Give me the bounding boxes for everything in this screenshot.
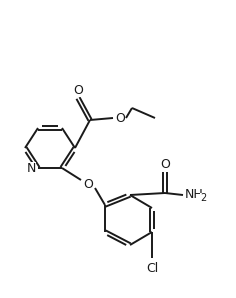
Text: O: O xyxy=(115,113,125,125)
Text: O: O xyxy=(160,158,170,170)
Text: O: O xyxy=(73,83,83,97)
Text: O: O xyxy=(83,179,93,192)
Text: 2: 2 xyxy=(200,193,206,203)
Text: N: N xyxy=(26,162,36,175)
Text: Cl: Cl xyxy=(146,262,158,274)
Text: NH: NH xyxy=(185,189,204,201)
